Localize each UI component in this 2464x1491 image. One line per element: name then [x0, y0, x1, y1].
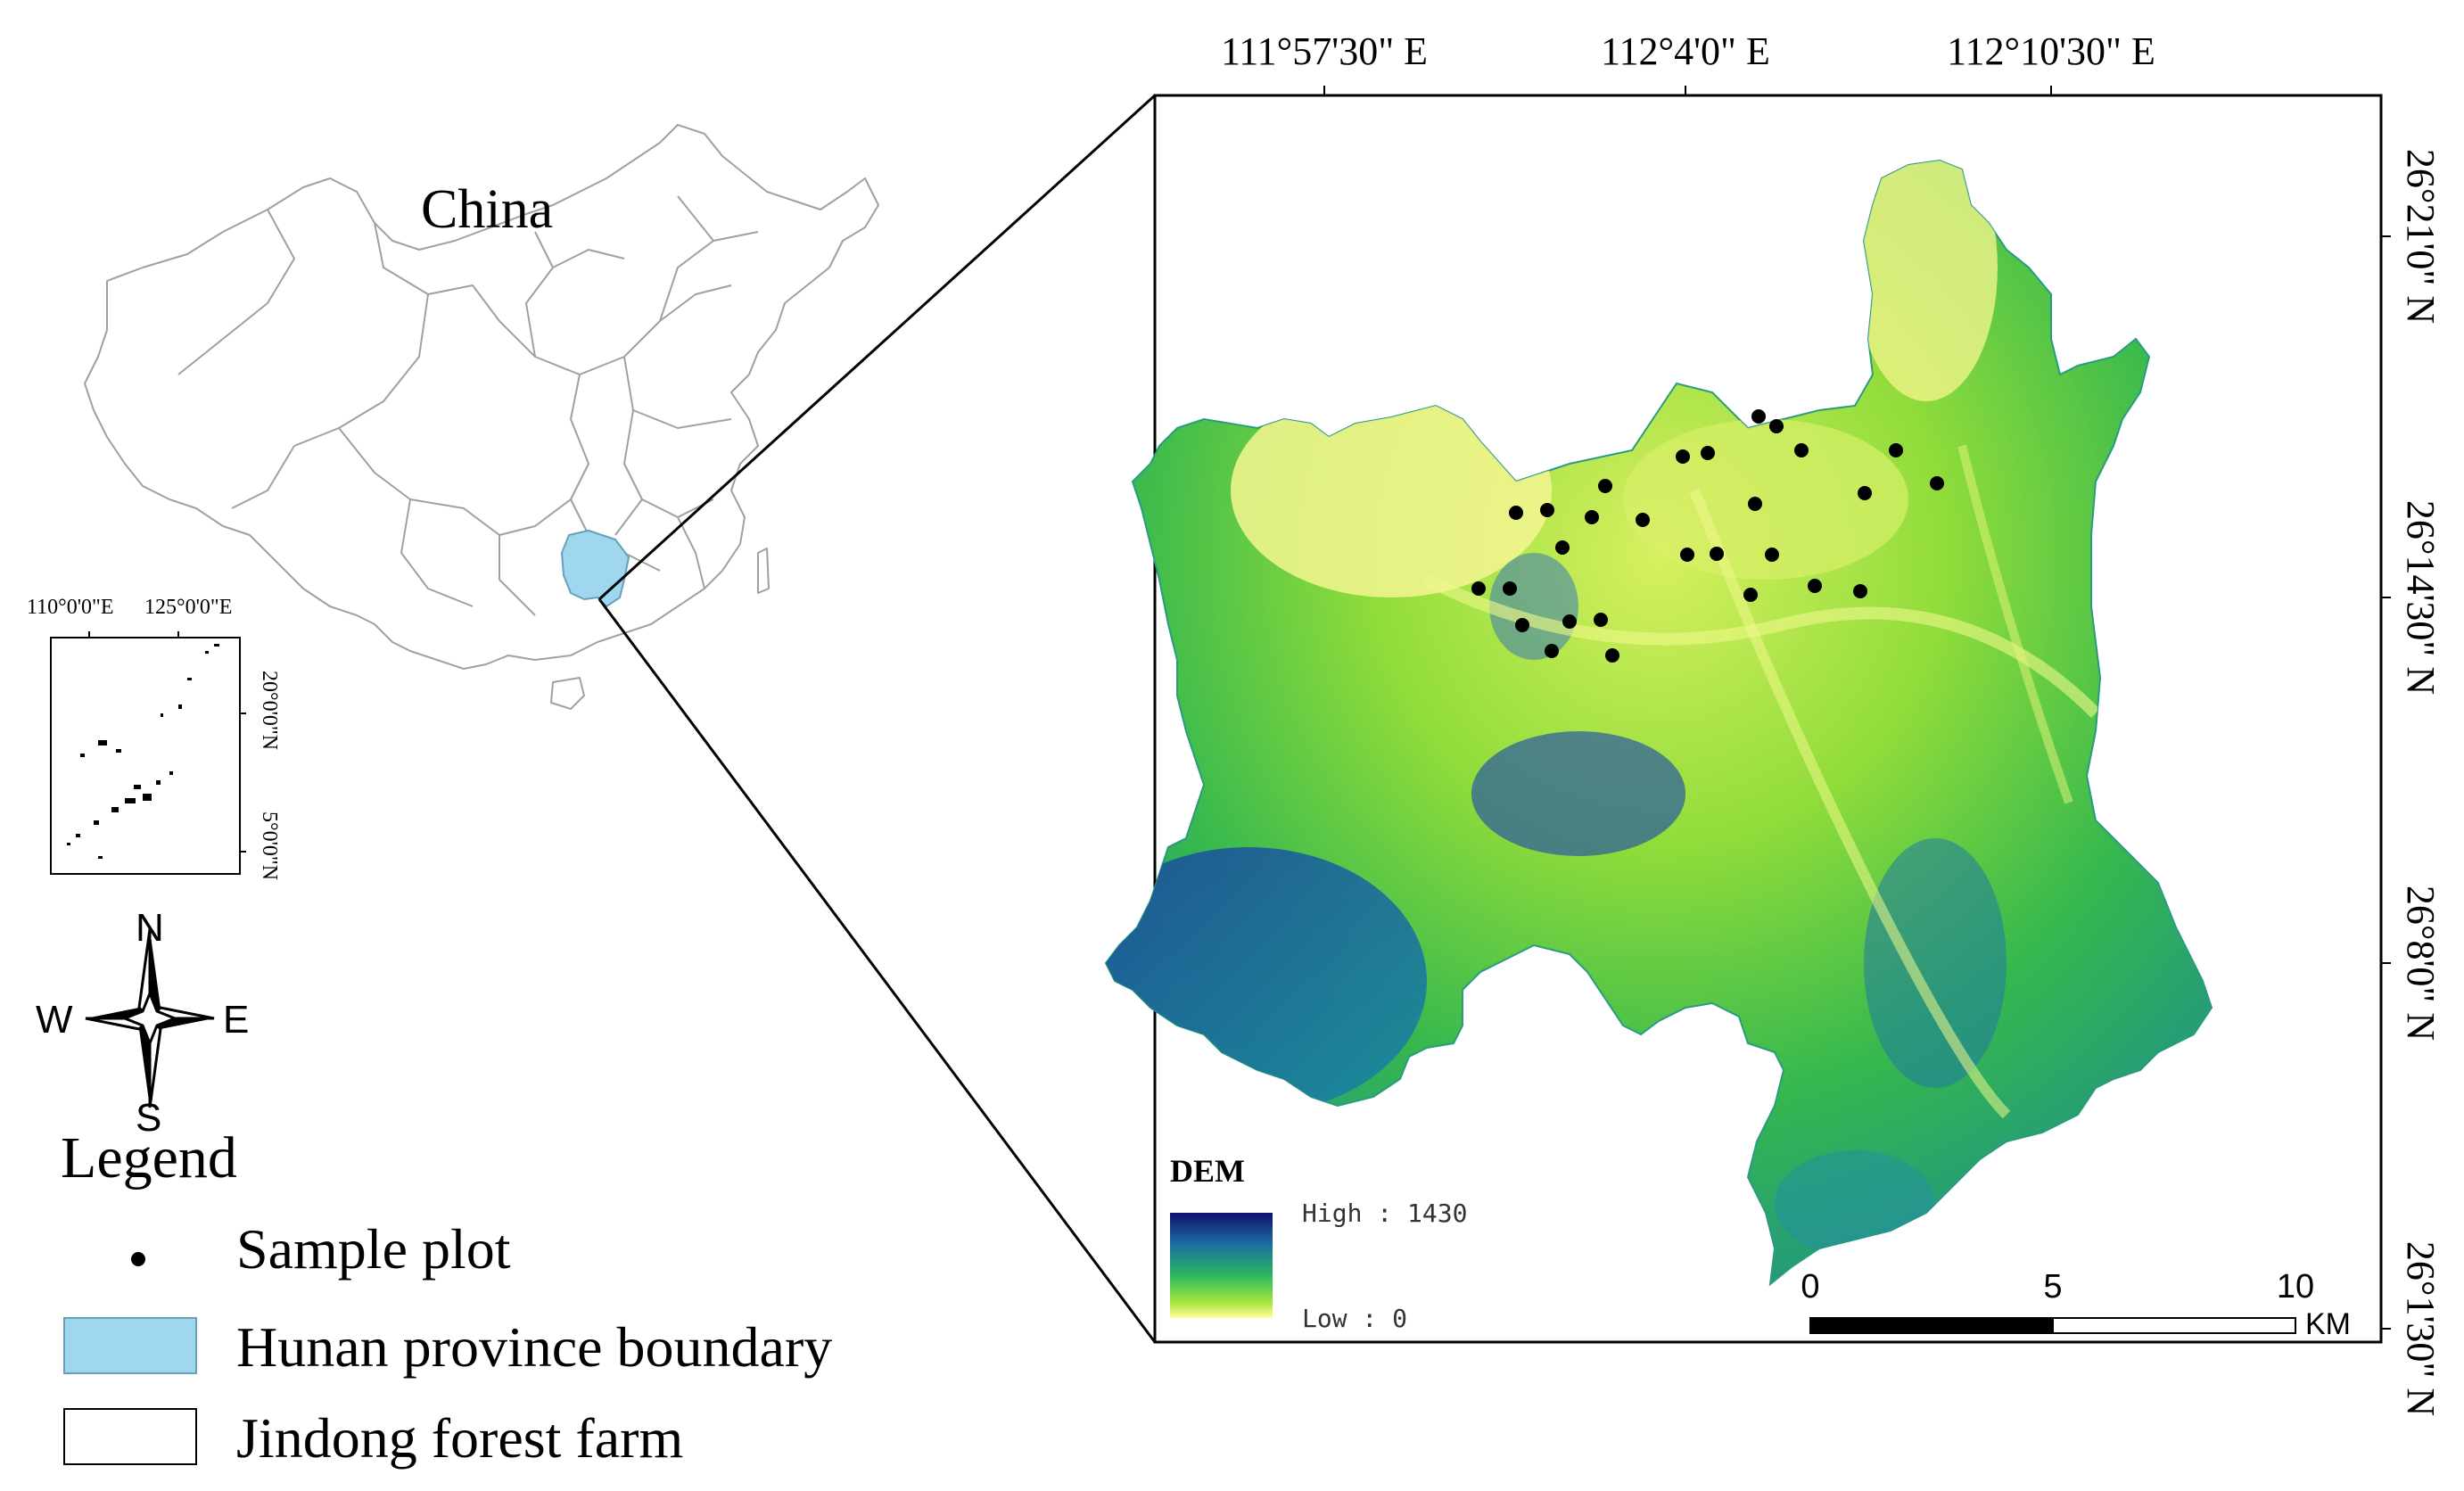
sample-plot	[1748, 497, 1762, 511]
inset-lon-label-1: 110°0'0"E	[27, 596, 114, 619]
scale-unit: KM	[2305, 1307, 2351, 1341]
sample-plot	[1515, 618, 1529, 632]
legend-item-sample-plot: Sample plot	[236, 1217, 511, 1281]
sample-plot	[1794, 443, 1809, 457]
legend-title: Legend	[61, 1125, 237, 1190]
dem-frame-ticks	[1323, 86, 2391, 1330]
compass-w: W	[36, 998, 73, 1042]
compass-n: N	[136, 906, 164, 950]
sample-plot	[1765, 548, 1779, 562]
sample-plot	[1769, 419, 1784, 433]
dem-legend-title: DEM	[1170, 1153, 1245, 1189]
sample-plot	[1676, 449, 1690, 464]
sample-plot	[1743, 588, 1758, 602]
china-title: China	[421, 179, 553, 240]
inset-islands	[67, 644, 219, 859]
sample-plot	[1889, 443, 1903, 457]
scale-tick-5: 5	[2043, 1268, 2062, 1306]
sample-plot	[1540, 503, 1554, 517]
zoom-connector-lines	[597, 94, 1157, 1343]
legend-hunan-symbol	[63, 1317, 197, 1374]
scale-bar: 0 5 10 KM	[1801, 1268, 2351, 1341]
hainan-island	[550, 677, 585, 710]
sample-plot	[1751, 409, 1766, 424]
sample-plot	[1680, 548, 1694, 562]
sample-plot	[1509, 506, 1523, 520]
dem-lat-label-2: 26°14'30" N	[2399, 500, 2443, 695]
sample-plot	[1594, 613, 1608, 627]
sample-plot	[1503, 581, 1517, 596]
compass-rose	[85, 928, 215, 1108]
sample-plot	[1701, 446, 1715, 460]
legend-dot-symbol	[131, 1252, 145, 1266]
sample-plot	[1562, 614, 1577, 629]
dem-low-label: Low : 0	[1302, 1304, 1407, 1333]
dem-lon-label-3: 112°10'30" E	[1947, 29, 2155, 73]
compass-e: E	[223, 998, 249, 1042]
dem-legend: DEM High : 1430 Low : 0	[1170, 1153, 1467, 1333]
sample-plot	[1605, 648, 1619, 663]
sample-plot	[1636, 513, 1650, 527]
china-outline	[84, 124, 879, 670]
dem-lat-label-3: 26°8'0" N	[2399, 886, 2443, 1041]
inset-lon-label-2: 125°0'0"E	[144, 596, 232, 619]
sample-plots	[1471, 409, 1944, 663]
dem-lon-label-1: 111°57'30" E	[1221, 29, 1428, 73]
dem-high-label: High : 1430	[1302, 1199, 1467, 1228]
dem-color-ramp	[1170, 1213, 1273, 1318]
inset-frame	[50, 637, 241, 875]
dem-lat-label-4: 26°1'30" N	[2399, 1241, 2443, 1416]
inset-map	[50, 631, 246, 875]
legend-item-hunan: Hunan province boundary	[236, 1315, 832, 1379]
sample-plot	[1598, 479, 1612, 493]
inset-lat-label-2: 5°0'0"N	[258, 811, 281, 880]
inset-lat-label-1: 20°0'0"N	[258, 671, 281, 750]
scale-tick-10: 10	[2277, 1268, 2314, 1306]
jindong-forest-farm-terrain	[1105, 160, 2213, 1285]
sample-plot	[1858, 486, 1872, 500]
legend: Legend Sample plot Hunan province bounda…	[61, 1125, 832, 1470]
sample-plot	[1585, 510, 1599, 524]
sample-plot	[1930, 476, 1944, 490]
taiwan-island	[757, 548, 770, 594]
compass-s: S	[136, 1096, 161, 1140]
sample-plot	[1808, 579, 1822, 593]
sample-plot	[1555, 540, 1570, 555]
legend-item-jindong: Jindong forest farm	[236, 1406, 683, 1470]
sample-plot	[1710, 547, 1724, 561]
dem-lon-label-2: 112°4'0" E	[1601, 29, 1770, 73]
sample-plot	[1471, 581, 1486, 596]
sample-plot	[1545, 644, 1559, 658]
sample-plot	[1853, 584, 1867, 598]
china-map	[84, 124, 879, 710]
dem-lat-label-1: 26°21'0" N	[2399, 149, 2443, 324]
scale-tick-0: 0	[1801, 1268, 1819, 1306]
legend-farm-symbol	[63, 1408, 197, 1465]
